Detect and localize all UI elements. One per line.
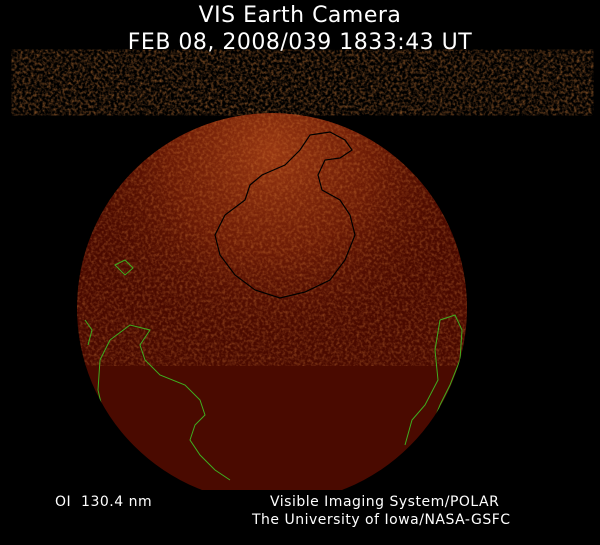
filter-wavelength: OI 130.4 nm bbox=[55, 494, 153, 510]
island-coastline bbox=[84, 259, 134, 346]
observation-timestamp: FEB 08, 2008/039 1833:43 UT bbox=[127, 30, 473, 55]
upper-noise-band bbox=[60, 55, 545, 110]
institution-credit: The University of Iowa/NASA-GSFC bbox=[252, 512, 511, 528]
instrument-credit: Visible Imaging System/POLAR bbox=[270, 494, 500, 510]
antarctica-outline bbox=[214, 131, 356, 299]
camera-title: VIS Earth Camera bbox=[198, 3, 402, 28]
